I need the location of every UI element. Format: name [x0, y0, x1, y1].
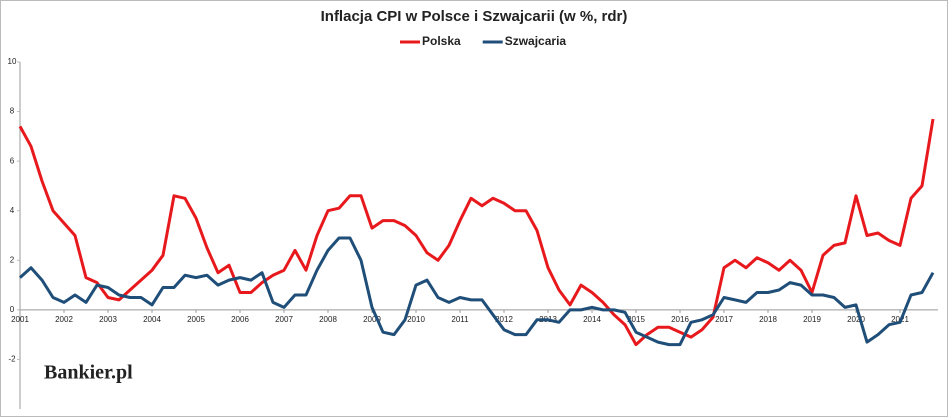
x-tick-label: 2004	[143, 315, 161, 324]
y-tick-label: 0	[10, 305, 15, 314]
x-tick-label: 2002	[55, 315, 73, 324]
series-line	[18, 118, 935, 347]
x-tick-label: 2014	[583, 315, 601, 324]
x-tick-label: 2005	[187, 315, 205, 324]
x-tick-label: 2006	[231, 315, 249, 324]
x-tick-label: 2003	[99, 315, 117, 324]
logo: Bankier.pl	[44, 362, 133, 384]
y-tick-label: 6	[10, 156, 15, 165]
legend-label: Szwajcaria	[505, 34, 567, 48]
x-tick-label: 2020	[847, 315, 865, 324]
x-tick-label: 2010	[407, 315, 425, 324]
x-tick-label: 2001	[11, 315, 29, 324]
x-tick-label: 2016	[671, 315, 689, 324]
x-tick-label: 2017	[715, 315, 733, 324]
x-tick-label: 2015	[627, 315, 645, 324]
y-tick-label: 8	[10, 107, 15, 116]
x-tick-label: 2012	[495, 315, 513, 324]
y-tick-label: -2	[8, 355, 16, 364]
x-tick-label: 2008	[319, 315, 337, 324]
chart-title: Inflacja CPI w Polsce i Szwajcarii (w %,…	[321, 8, 628, 25]
x-tick-label: 2011	[451, 315, 469, 324]
x-tick-label: 2007	[275, 315, 293, 324]
y-tick-label: 4	[10, 206, 15, 215]
series-line	[18, 236, 935, 347]
y-tick-label: 10	[8, 57, 17, 66]
x-tick-label: 2019	[803, 315, 821, 324]
legend-label: Polska	[422, 34, 461, 48]
y-tick-label: 2	[10, 255, 15, 264]
x-tick-label: 2018	[759, 315, 777, 324]
x-tick-label: 2009	[363, 315, 381, 324]
